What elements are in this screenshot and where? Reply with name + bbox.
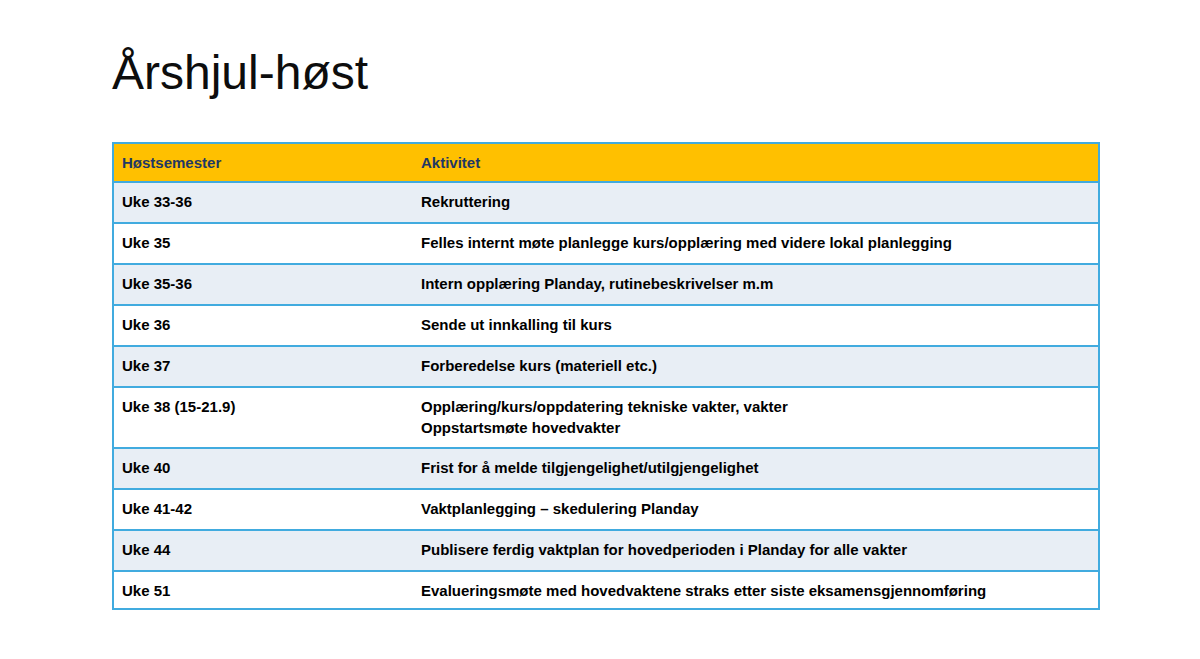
week-cell: Uke 35 xyxy=(113,223,413,264)
activity-cell: Forberedelse kurs (materiell etc.) xyxy=(413,346,1099,387)
activity-cell: Opplæring/kurs/oppdatering tekniske vakt… xyxy=(413,387,1099,448)
table-row: Uke 38 (15-21.9) Opplæring/kurs/oppdater… xyxy=(113,387,1099,448)
table-row: Uke 51 Evalueringsmøte med hovedvaktene … xyxy=(113,571,1099,609)
week-cell: Uke 37 xyxy=(113,346,413,387)
table-header: Høstsemester Aktivitet xyxy=(113,143,1099,182)
week-cell: Uke 44 xyxy=(113,530,413,571)
table-row: Uke 40 Frist for å melde tilgjengelighet… xyxy=(113,448,1099,489)
week-cell: Uke 41-42 xyxy=(113,489,413,530)
activity-cell: Vaktplanlegging – skedulering Planday xyxy=(413,489,1099,530)
activity-cell: Evalueringsmøte med hovedvaktene straks … xyxy=(413,571,1099,609)
slide: { "slide": { "title": "Årshjul-høst" }, … xyxy=(0,0,1200,659)
week-cell: Uke 33-36 xyxy=(113,182,413,223)
activity-cell: Felles internt møte planlegge kurs/opplæ… xyxy=(413,223,1099,264)
table-row: Uke 41-42 Vaktplanlegging – skedulering … xyxy=(113,489,1099,530)
table-row: Uke 35-36 Intern opplæring Planday, ruti… xyxy=(113,264,1099,305)
activity-cell: Rekruttering xyxy=(413,182,1099,223)
table-row: Uke 37 Forberedelse kurs (materiell etc.… xyxy=(113,346,1099,387)
week-cell: Uke 36 xyxy=(113,305,413,346)
column-header-week: Høstsemester xyxy=(113,143,413,182)
activity-cell: Sende ut innkalling til kurs xyxy=(413,305,1099,346)
column-header-activity: Aktivitet xyxy=(413,143,1099,182)
week-cell: Uke 35-36 xyxy=(113,264,413,305)
activity-cell: Publisere ferdig vaktplan for hovedperio… xyxy=(413,530,1099,571)
table-row: Uke 44 Publisere ferdig vaktplan for hov… xyxy=(113,530,1099,571)
activity-cell: Intern opplæring Planday, rutinebeskrive… xyxy=(413,264,1099,305)
activity-cell: Frist for å melde tilgjengelighet/utilgj… xyxy=(413,448,1099,489)
table-row: Uke 36 Sende ut innkalling til kurs xyxy=(113,305,1099,346)
table-row: Uke 33-36 Rekruttering xyxy=(113,182,1099,223)
week-cell: Uke 51 xyxy=(113,571,413,609)
table-row: Uke 35 Felles internt møte planlegge kur… xyxy=(113,223,1099,264)
table-body: Uke 33-36 Rekruttering Uke 35 Felles int… xyxy=(113,182,1099,609)
week-cell: Uke 40 xyxy=(113,448,413,489)
week-cell: Uke 38 (15-21.9) xyxy=(113,387,413,448)
page-title: Årshjul-høst xyxy=(112,48,368,98)
autumn-schedule-table: Høstsemester Aktivitet Uke 33-36 Rekrutt… xyxy=(112,142,1100,610)
header-row: Høstsemester Aktivitet xyxy=(113,143,1099,182)
